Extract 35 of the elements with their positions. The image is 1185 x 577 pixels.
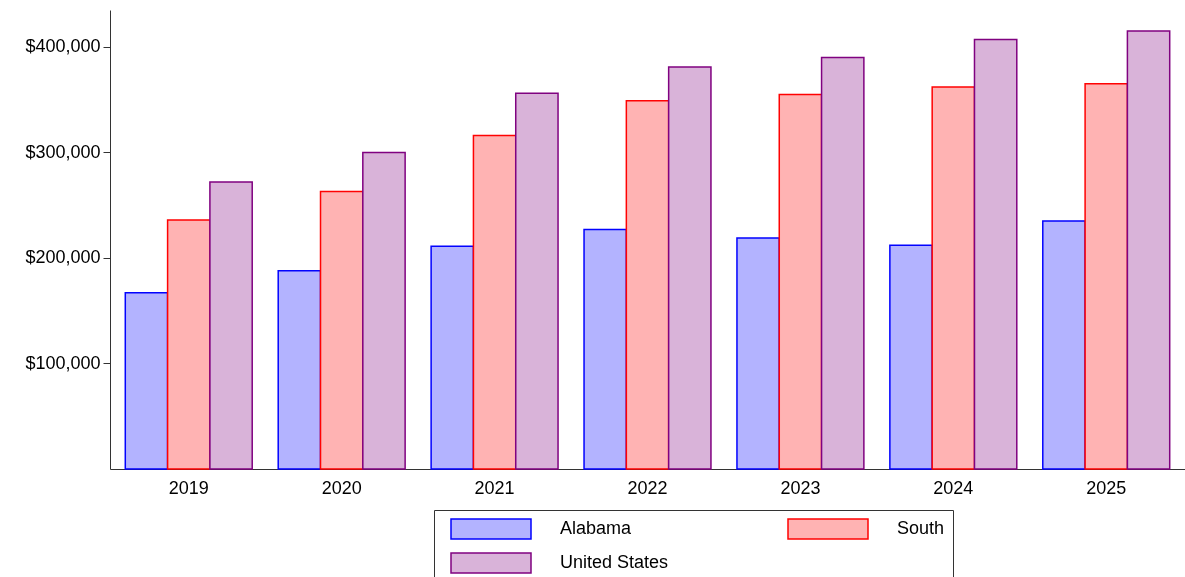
bar bbox=[277, 269, 322, 470]
y-tick-label: $200,000 bbox=[25, 247, 101, 268]
bar bbox=[362, 151, 406, 470]
y-tick-label: $300,000 bbox=[25, 141, 101, 162]
bar bbox=[430, 245, 475, 470]
bar bbox=[820, 56, 865, 470]
x-tick-label: 2025 bbox=[1086, 477, 1127, 498]
bar bbox=[1126, 30, 1171, 470]
bar bbox=[472, 134, 517, 470]
bar bbox=[889, 244, 933, 470]
bar bbox=[319, 190, 364, 470]
bar bbox=[514, 92, 559, 470]
x-tick-label: 2023 bbox=[780, 477, 821, 498]
bar bbox=[166, 219, 211, 470]
bar bbox=[667, 66, 712, 470]
bar bbox=[124, 292, 169, 470]
bar bbox=[778, 93, 823, 470]
bar bbox=[973, 38, 1018, 470]
bar bbox=[209, 181, 253, 470]
bar bbox=[583, 228, 628, 470]
x-tick-label: 2024 bbox=[933, 477, 974, 498]
bar bbox=[1042, 220, 1086, 470]
x-tick-label: 2020 bbox=[321, 477, 362, 498]
bar bbox=[736, 237, 781, 470]
y-tick-label: $400,000 bbox=[25, 36, 101, 57]
legend-label: Alabama bbox=[560, 518, 633, 538]
bar bbox=[625, 99, 670, 470]
y-tick-label: $100,000 bbox=[25, 352, 101, 373]
legend-label: South bbox=[897, 518, 945, 538]
legend-label: United States bbox=[560, 552, 669, 572]
x-tick-label: 2022 bbox=[627, 477, 668, 498]
x-tick-label: 2019 bbox=[168, 477, 209, 498]
bar bbox=[1084, 83, 1129, 470]
x-tick-label: 2021 bbox=[474, 477, 515, 498]
bar bbox=[931, 86, 976, 470]
